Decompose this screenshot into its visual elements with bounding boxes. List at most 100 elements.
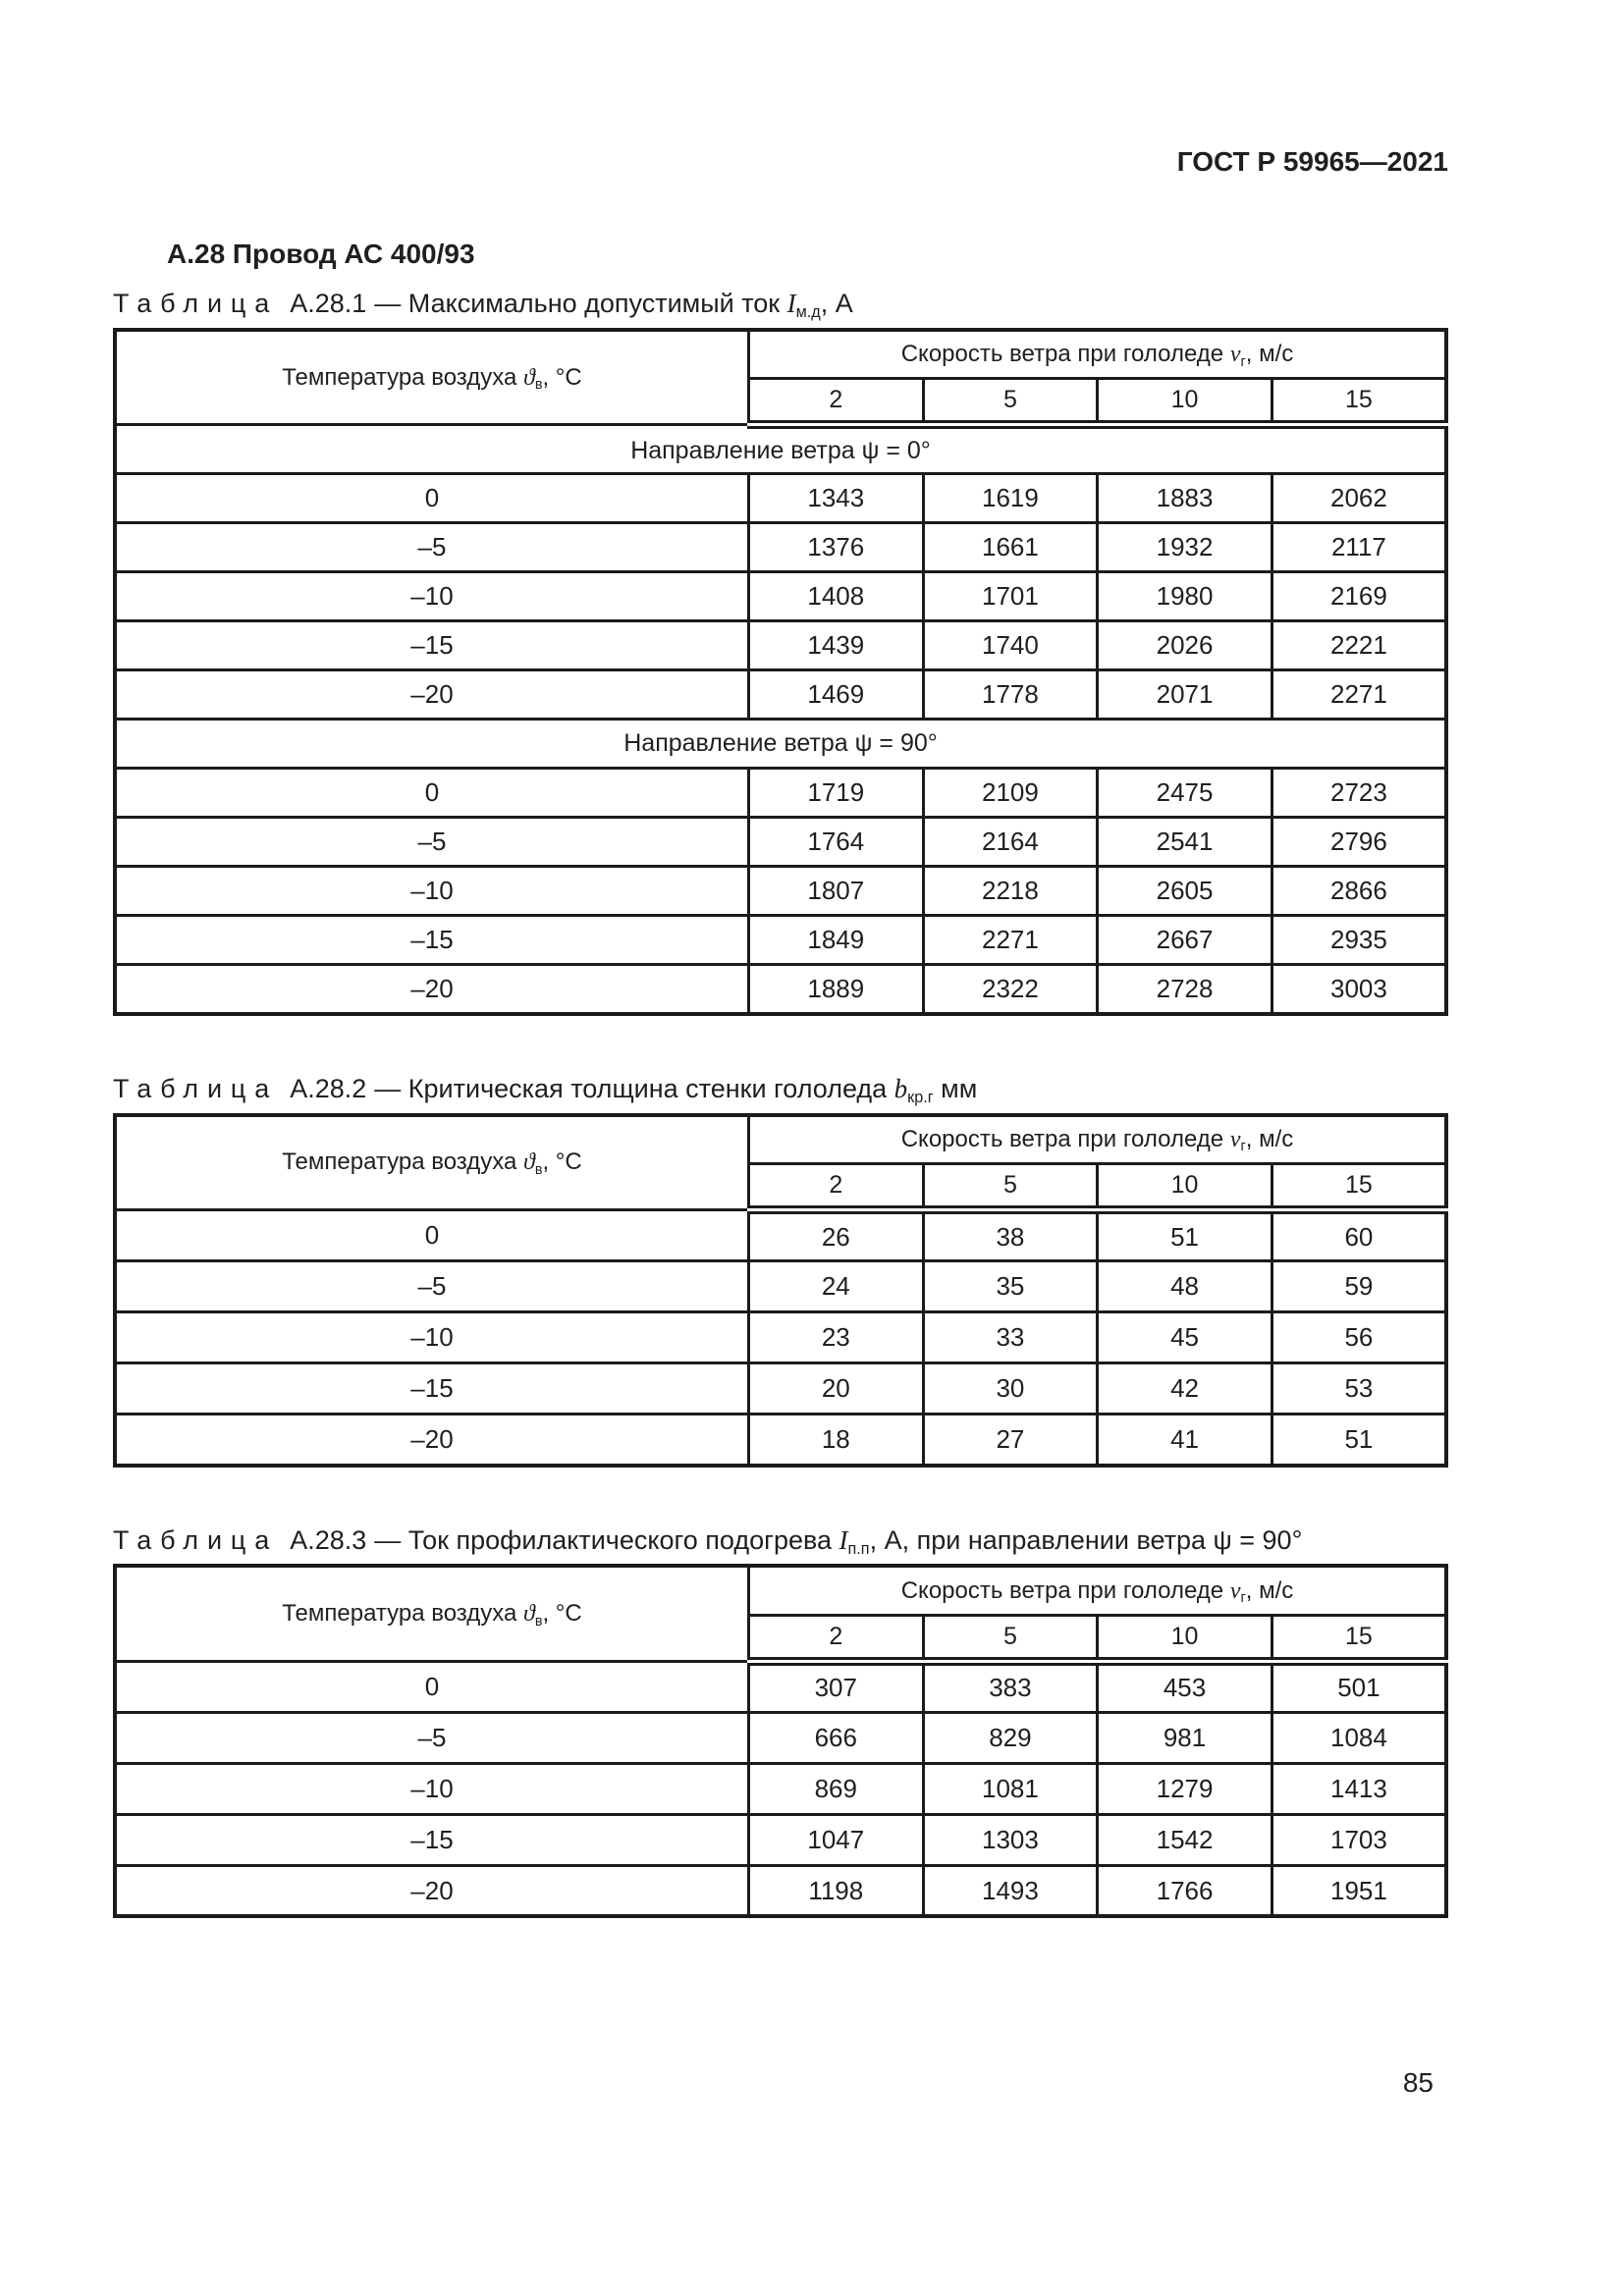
caption-variable: I	[839, 1524, 848, 1555]
speed-column-header: 15	[1270, 1162, 1448, 1215]
current-value-cell: 1439	[746, 619, 925, 672]
theta-symbol: ϑ	[523, 1601, 535, 1628]
current-value-cell: 1279	[1096, 1761, 1273, 1816]
current-value-cell: 1408	[746, 570, 925, 623]
current-value-cell: 2322	[921, 963, 1100, 1016]
current-value-cell: 2109	[921, 767, 1100, 820]
temp-header-unit: , °С	[542, 363, 582, 391]
speed-header-unit: , м/с	[1245, 1125, 1294, 1152]
table-row: –20 1469 1778 2071 2271	[113, 668, 1448, 721]
caption-text: — Критическая толщина стенки гололеда	[374, 1073, 894, 1103]
speed-column-header: 15	[1270, 377, 1448, 430]
temp-header-text: Температура воздуха	[282, 1148, 524, 1176]
current-value-cell: 56	[1270, 1310, 1448, 1365]
current-value-cell: 18	[746, 1413, 925, 1468]
table-row: –5 1764 2164 2541 2796	[113, 816, 1448, 869]
table-row: –20 1198 1493 1766 1951	[113, 1863, 1448, 1918]
current-value-cell: 51	[1096, 1208, 1273, 1263]
current-value-cell: 1084	[1270, 1710, 1448, 1765]
current-value-cell: 1081	[921, 1761, 1100, 1816]
speed-column-header: 10	[1096, 377, 1273, 430]
current-value-cell: 1661	[921, 521, 1100, 574]
current-value-cell: 2071	[1096, 668, 1273, 721]
current-value-cell: 1807	[746, 865, 925, 918]
caption-variable: b	[893, 1073, 908, 1103]
current-value-cell: 59	[1270, 1259, 1448, 1314]
temp-header-text: Температура воздуха	[282, 1600, 524, 1628]
temperature-cell: –15	[113, 1362, 750, 1416]
section-heading: А.28 Провод АС 400/93	[167, 238, 475, 269]
table-row: –5 24 35 48 59	[113, 1259, 1448, 1314]
speed-values-row: 2 5 10 15	[115, 1162, 1448, 1215]
current-value-cell: 1778	[921, 668, 1100, 721]
table-row: 0 1719 2109 2475 2723	[113, 767, 1448, 820]
current-value-cell: 35	[921, 1259, 1100, 1314]
speed-header-text: Скорость ветра при гололеде	[900, 341, 1230, 368]
current-value-cell: 1719	[746, 767, 925, 820]
current-value-cell: 1469	[746, 668, 925, 721]
current-value-cell: 1047	[746, 1812, 925, 1867]
current-value-cell: 1703	[1270, 1812, 1448, 1867]
speed-column-header: 5	[921, 1162, 1100, 1215]
caption-unit: , А	[820, 289, 853, 319]
temperature-cell: –10	[113, 570, 750, 623]
table-row: –15 1439 1740 2026 2221	[113, 619, 1448, 672]
v-symbol: v	[1229, 1126, 1241, 1152]
current-value-cell: 2667	[1096, 914, 1273, 967]
speed-column-header: 10	[1096, 1162, 1273, 1215]
temperature-cell: 0	[113, 472, 750, 525]
table-header-row: Температура воздуха ϑв, °С Скорость ветр…	[113, 328, 1448, 427]
table-a28-2: Температура воздуха ϑв, °С Скорость ветр…	[113, 1112, 1448, 1468]
wind-speed-group-header: Скорость ветра при гололеде vг, м/с	[746, 1113, 1448, 1166]
speed-header-unit: , м/с	[1245, 1576, 1294, 1604]
temperature-cell: –5	[113, 1259, 750, 1314]
current-value-cell: 2271	[921, 914, 1100, 967]
temp-header-subscript: в	[534, 1613, 543, 1629]
current-value-cell: 1619	[921, 472, 1100, 525]
speed-header-unit: , м/с	[1245, 341, 1294, 368]
current-value-cell: 2605	[1096, 865, 1273, 918]
current-value-cell: 1701	[921, 570, 1100, 623]
current-value-cell: 1951	[1270, 1863, 1448, 1918]
speed-header-text: Скорость ветра при гололеде	[900, 1125, 1230, 1152]
wind-direction-row: Направление ветра ψ = 0°	[113, 423, 1448, 476]
theta-symbol: ϑ	[523, 364, 535, 391]
temperature-cell: –5	[113, 1710, 750, 1765]
table-a28-1: Температура воздуха ϑв, °С Скорость ветр…	[113, 327, 1448, 1016]
speed-column-header: 5	[921, 377, 1100, 430]
table-caption-a28-1: Таблица А.28.1— Максимально допустимый то…	[113, 288, 1448, 321]
current-value-cell: 869	[746, 1761, 925, 1816]
current-value-cell: 1542	[1096, 1812, 1273, 1867]
current-value-cell: 24	[746, 1259, 925, 1314]
table-a28-3: Температура воздуха ϑв, °С Скорость ветр…	[113, 1564, 1448, 1919]
current-value-cell: 26	[746, 1208, 925, 1263]
current-value-cell: 2117	[1270, 521, 1448, 574]
current-value-cell: 2218	[921, 865, 1100, 918]
current-value-cell: 2723	[1270, 767, 1448, 820]
table-row: 0 1343 1619 1883 2062	[113, 472, 1448, 525]
current-value-cell: 981	[1096, 1710, 1273, 1765]
temperature-cell: –10	[113, 865, 750, 918]
temperature-cell: –20	[113, 1413, 750, 1468]
temp-header-text: Температура воздуха	[282, 363, 524, 391]
caption-number: А.28.2	[290, 1073, 367, 1103]
temperature-cell: 0	[113, 1208, 750, 1263]
table-row: –10 869 1081 1279 1413	[113, 1761, 1448, 1816]
v-symbol: v	[1229, 1577, 1241, 1604]
caption-variable: I	[786, 289, 796, 319]
wind-speed-group-header: Скорость ветра при гололеде vг, м/с	[746, 328, 1448, 381]
current-value-cell: 45	[1096, 1310, 1273, 1365]
table-caption-a28-3: Таблица А.28.3— Ток профилактического под…	[113, 1524, 1448, 1558]
current-value-cell: 2475	[1096, 767, 1273, 820]
temperature-cell: –15	[113, 914, 750, 967]
current-value-cell: 3003	[1270, 963, 1448, 1016]
current-value-cell: 1303	[921, 1812, 1100, 1867]
speed-column-header: 10	[1096, 1613, 1273, 1666]
wind-direction-title: Направление ветра ψ = 0°	[113, 423, 1448, 476]
caption-unit: мм	[933, 1073, 978, 1103]
current-value-cell: 2164	[921, 816, 1100, 869]
caption-subscript: м.д	[795, 303, 821, 322]
current-value-cell: 1493	[921, 1863, 1100, 1918]
speed-column-header: 5	[921, 1613, 1100, 1666]
